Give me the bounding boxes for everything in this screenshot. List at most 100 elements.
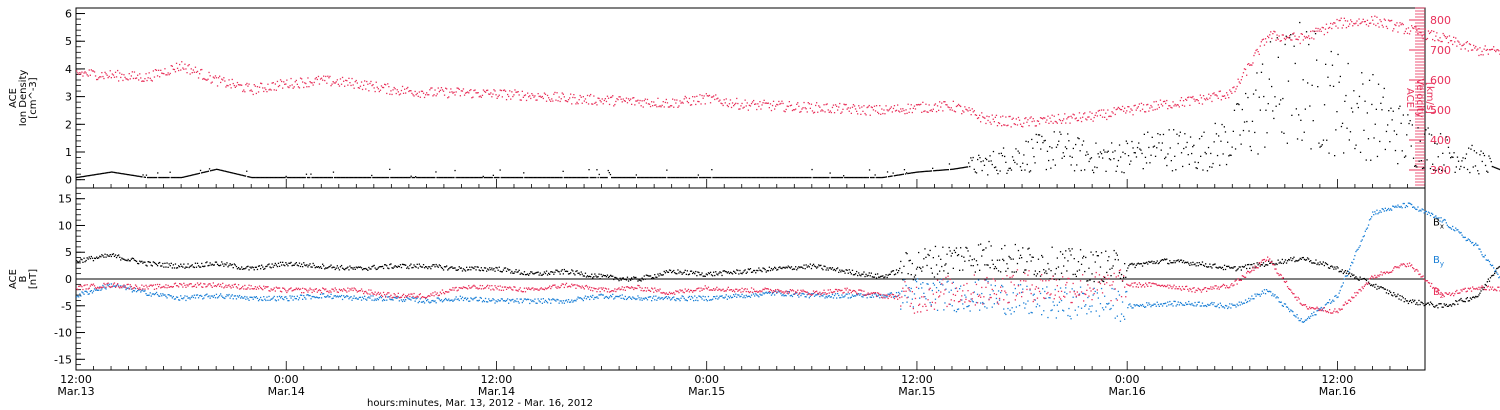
ion-density-series-point (504, 176, 506, 179)
bx-series-point (1047, 262, 1049, 265)
by-series-point (415, 298, 417, 300)
ion-density-series-point (1173, 129, 1175, 131)
bx-series-point (461, 270, 464, 272)
by-series-point (189, 298, 191, 300)
velocity-series-point (966, 109, 968, 111)
velocity-series-point (925, 103, 927, 105)
ion-density-series-point (1099, 151, 1102, 153)
ion-density-series-point (482, 175, 484, 178)
ion-density-series-point (431, 176, 434, 179)
ion-density-series-point (687, 176, 689, 179)
ion-density-series-point (805, 176, 808, 179)
velocity-series-point (181, 61, 183, 63)
ion-density-series-point (1167, 153, 1169, 155)
bx-series-point (551, 271, 553, 273)
ion-density-series-point (426, 176, 428, 179)
velocity-series-point (1405, 28, 1407, 30)
ion-density-series-point (868, 169, 871, 171)
bx-series-point (666, 271, 669, 273)
ion-density-series-point (988, 160, 990, 162)
velocity-series-point (497, 95, 499, 98)
bx-series-point (81, 259, 83, 261)
ion-density-series-point (1478, 173, 1480, 175)
velocity-series-point (717, 97, 719, 99)
velocity-series-point (702, 97, 704, 99)
bx-series-point (600, 273, 602, 276)
ion-density-series-point (1443, 164, 1445, 166)
bx-series-point (85, 259, 87, 262)
velocity-series-point (1274, 31, 1276, 33)
bx-series-point (332, 266, 334, 268)
velocity-series-point (548, 97, 550, 99)
velocity-series-point (544, 93, 547, 95)
ion-density-series-point (1121, 171, 1123, 173)
ion-density-series-point (367, 176, 369, 179)
velocity-series-point (294, 81, 296, 83)
velocity-series-point (1460, 48, 1462, 50)
velocity-series-point (173, 68, 176, 71)
velocity-series-point (296, 83, 298, 85)
bx-series-point (1037, 258, 1040, 260)
bx-series-point (1041, 254, 1043, 257)
velocity-series-point (431, 87, 433, 89)
ion-density-series-point (1337, 53, 1339, 56)
ion-density-series-point (1171, 170, 1174, 172)
bx-series-point (1220, 267, 1222, 269)
top-left-tick-label: 2 (65, 118, 72, 131)
velocity-series-point (1388, 20, 1391, 22)
ion-density-series-point (385, 176, 387, 179)
ion-density-series-point (480, 176, 482, 179)
bx-series-point (322, 263, 324, 265)
ion-density-series-point (542, 176, 544, 179)
ion-density-series-point (640, 176, 642, 179)
velocity-series-point (746, 102, 748, 104)
ion-density-series-point (1156, 147, 1158, 149)
velocity-series-point (401, 85, 404, 88)
by-series-point (430, 301, 432, 303)
bx-series-point (1045, 270, 1047, 272)
ion-density-series-point (1266, 132, 1268, 134)
by-series-point (261, 299, 263, 301)
ion-density-series-point (879, 176, 881, 179)
velocity-series-point (679, 100, 681, 102)
velocity-series-point (1309, 37, 1311, 40)
velocity-series-point (615, 100, 617, 103)
velocity-series-point (565, 100, 568, 102)
velocity-series-point (1258, 53, 1260, 55)
ion-density-series-point (699, 176, 702, 179)
ion-density-series-point (534, 176, 536, 179)
by-series-point (289, 295, 291, 297)
velocity-series-point (1161, 105, 1164, 107)
ion-density-series-point (437, 176, 439, 179)
velocity-series-point (683, 98, 685, 100)
velocity-series-point (88, 69, 90, 71)
bx-series-point (216, 263, 219, 265)
by-series-point (230, 295, 232, 297)
velocity-series-point (600, 101, 602, 103)
velocity-series-point (1200, 97, 1203, 99)
velocity-series-point (1183, 105, 1186, 107)
bx-series-point (1343, 271, 1345, 273)
ion-density-series-point (794, 176, 796, 179)
bx-series-point (365, 267, 367, 270)
velocity-series-point (459, 95, 461, 97)
bx-series-point (1373, 284, 1375, 286)
velocity-series-point (265, 88, 267, 91)
ion-density-series-point (1115, 170, 1117, 172)
bx-series-point (776, 269, 778, 271)
ion-density-series-point (401, 176, 403, 179)
velocity-series-point (1052, 122, 1054, 124)
ion-density-series-point (311, 176, 313, 179)
by-series-point (193, 294, 195, 296)
velocity-series-point (1096, 115, 1098, 117)
velocity-series-point (749, 105, 752, 107)
velocity-series-point (385, 84, 387, 86)
velocity-series-point (519, 99, 521, 101)
bx-series-point (119, 256, 121, 258)
velocity-series-point (1372, 19, 1374, 21)
bx-series-point (906, 253, 908, 255)
bx-series-point (1149, 261, 1151, 263)
ion-density-series-point (1423, 167, 1425, 169)
ion-density-series-point (252, 176, 255, 179)
ion-density-series-point (924, 170, 926, 173)
